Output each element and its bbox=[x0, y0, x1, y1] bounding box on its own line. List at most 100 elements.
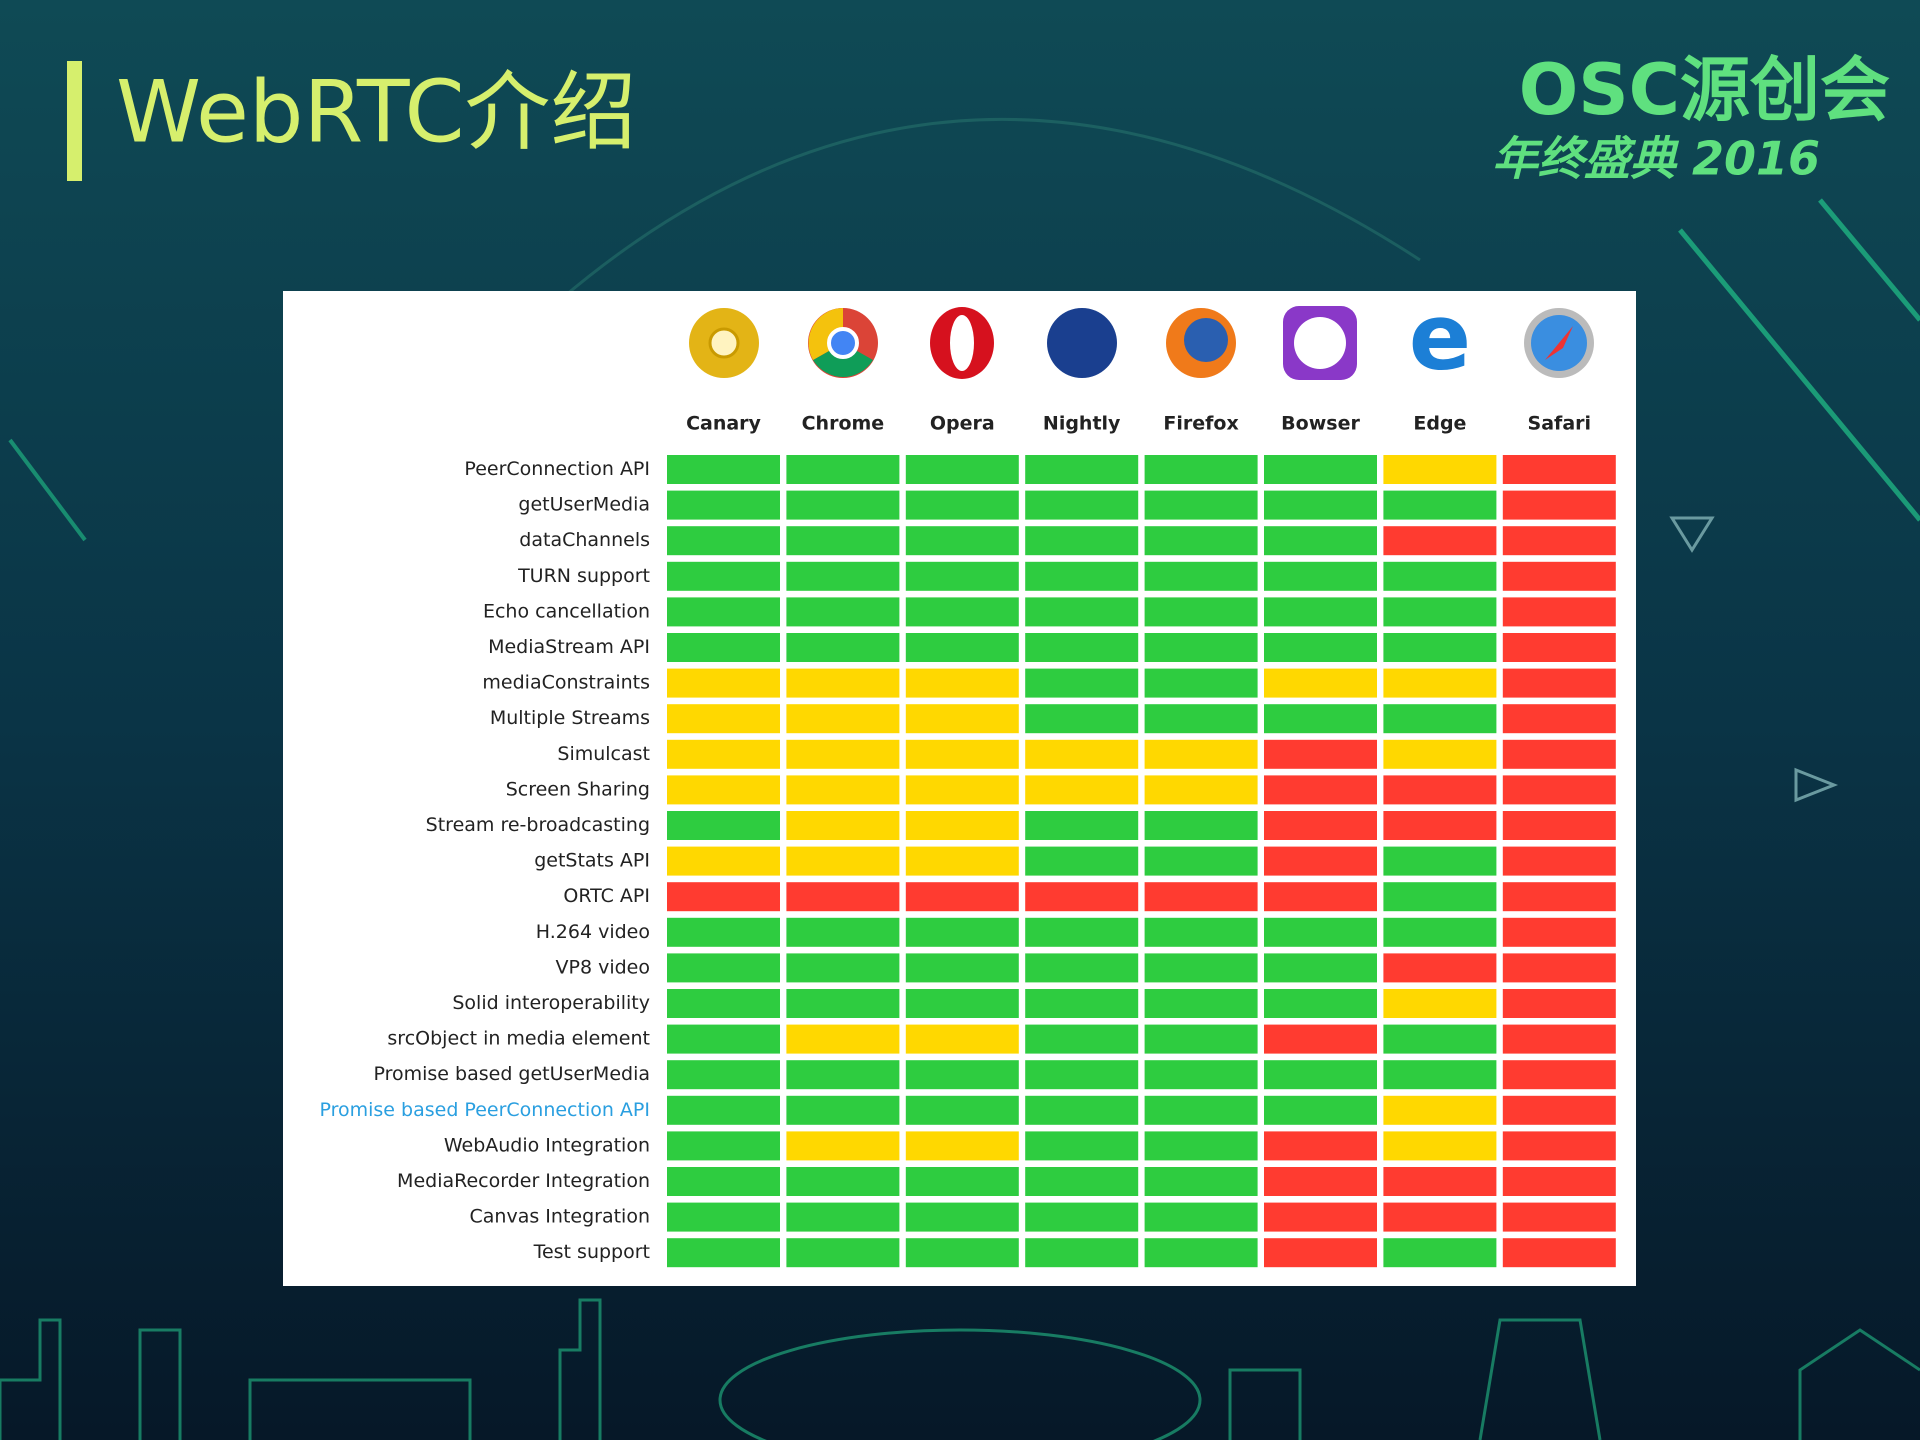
status-cell bbox=[1025, 490, 1139, 520]
status-cell bbox=[667, 704, 780, 734]
status-cell bbox=[786, 1024, 900, 1054]
status-cell bbox=[1144, 1131, 1258, 1161]
status-cell bbox=[1025, 953, 1139, 983]
status-cell bbox=[1502, 1131, 1616, 1161]
status-cell bbox=[1144, 1060, 1258, 1090]
status-cell bbox=[1264, 1131, 1377, 1161]
status-cell bbox=[1144, 1024, 1258, 1054]
icon bbox=[1184, 318, 1228, 362]
status-cell bbox=[1502, 989, 1616, 1018]
status-cell bbox=[1502, 882, 1616, 912]
status-cell bbox=[1383, 739, 1497, 769]
row-label: Test support bbox=[533, 1241, 650, 1263]
row-label: Solid interoperability bbox=[452, 992, 650, 1014]
decor-line bbox=[1818, 198, 1920, 322]
status-cell bbox=[905, 455, 1019, 484]
icon bbox=[950, 315, 974, 371]
status-cell bbox=[1144, 1095, 1258, 1125]
status-cell bbox=[1025, 989, 1139, 1018]
status-cell bbox=[905, 633, 1019, 662]
status-cell bbox=[667, 846, 780, 876]
column-header: Canary bbox=[686, 413, 761, 435]
status-cell bbox=[905, 490, 1019, 520]
status-cell bbox=[905, 811, 1019, 840]
row-label: Simulcast bbox=[557, 743, 650, 765]
status-cell bbox=[786, 633, 900, 662]
status-cell bbox=[1502, 739, 1616, 769]
icon bbox=[1545, 326, 1573, 360]
row-label: TURN support bbox=[517, 565, 650, 587]
status-cell bbox=[1502, 1238, 1616, 1268]
status-cell bbox=[786, 846, 900, 876]
status-cell bbox=[786, 490, 900, 520]
status-cell bbox=[1383, 633, 1497, 662]
status-cell bbox=[1025, 704, 1139, 734]
status-cell bbox=[1502, 1024, 1616, 1054]
status-cell bbox=[1383, 1202, 1497, 1232]
status-cell bbox=[786, 526, 900, 556]
logo: OSC源创会 bbox=[1519, 49, 1890, 131]
row-label: H.264 video bbox=[536, 921, 650, 943]
status-cell bbox=[1264, 633, 1377, 662]
status-cell bbox=[1264, 917, 1377, 947]
status-cell bbox=[786, 882, 900, 912]
status-cell bbox=[1502, 597, 1616, 627]
status-cell bbox=[786, 1202, 900, 1232]
status-cell bbox=[786, 1095, 900, 1125]
status-cell bbox=[905, 953, 1019, 983]
status-cell bbox=[667, 455, 780, 484]
status-cell bbox=[1502, 775, 1616, 805]
status-cell bbox=[905, 1060, 1019, 1090]
decor-skyline bbox=[0, 1298, 1920, 1440]
status-cell bbox=[1383, 490, 1497, 520]
decor-line bbox=[8, 438, 87, 542]
status-cell bbox=[1144, 1202, 1258, 1232]
status-cell bbox=[1502, 917, 1616, 947]
decor-triangle bbox=[1669, 516, 1715, 553]
status-cell bbox=[1383, 1095, 1497, 1125]
status-cell bbox=[667, 811, 780, 840]
status-cell bbox=[1264, 1202, 1377, 1232]
column-header: Edge bbox=[1413, 413, 1466, 435]
status-cell bbox=[1144, 989, 1258, 1018]
status-cell bbox=[1144, 490, 1258, 520]
status-cell bbox=[1264, 882, 1377, 912]
status-cell bbox=[1383, 1238, 1497, 1268]
status-cell bbox=[1025, 775, 1139, 805]
status-cell bbox=[1144, 561, 1258, 591]
status-cell bbox=[1264, 704, 1377, 734]
row-label: getStats API bbox=[534, 850, 650, 872]
status-cell bbox=[667, 490, 780, 520]
status-cell bbox=[1025, 455, 1139, 484]
status-cell bbox=[1383, 1060, 1497, 1090]
status-cell bbox=[1383, 1024, 1497, 1054]
status-cell bbox=[1025, 882, 1139, 912]
status-cell bbox=[667, 1024, 780, 1054]
status-cell bbox=[667, 1167, 780, 1196]
status-cell bbox=[667, 882, 780, 912]
status-cell bbox=[1264, 526, 1377, 556]
row-label: dataChannels bbox=[519, 529, 650, 551]
status-cell bbox=[1144, 633, 1258, 662]
status-cell bbox=[1264, 953, 1377, 983]
status-cell bbox=[905, 1238, 1019, 1268]
status-cell bbox=[905, 739, 1019, 769]
column-header: Chrome bbox=[802, 413, 885, 435]
status-cell bbox=[1383, 526, 1497, 556]
status-cell bbox=[905, 1131, 1019, 1161]
status-cell bbox=[1383, 668, 1497, 698]
status-cell bbox=[1264, 1167, 1377, 1196]
status-cell bbox=[1144, 1238, 1258, 1268]
status-cell bbox=[786, 953, 900, 983]
status-cell bbox=[786, 668, 900, 698]
title: WebRTC介绍 bbox=[116, 62, 637, 162]
status-cell bbox=[1025, 1095, 1139, 1125]
status-cell bbox=[1383, 811, 1497, 840]
status-cell bbox=[667, 597, 780, 627]
status-cell bbox=[667, 739, 780, 769]
icon bbox=[827, 327, 859, 359]
status-cell bbox=[1025, 526, 1139, 556]
status-cell bbox=[905, 882, 1019, 912]
status-cell bbox=[1025, 597, 1139, 627]
row-label: srcObject in media element bbox=[387, 1028, 650, 1050]
